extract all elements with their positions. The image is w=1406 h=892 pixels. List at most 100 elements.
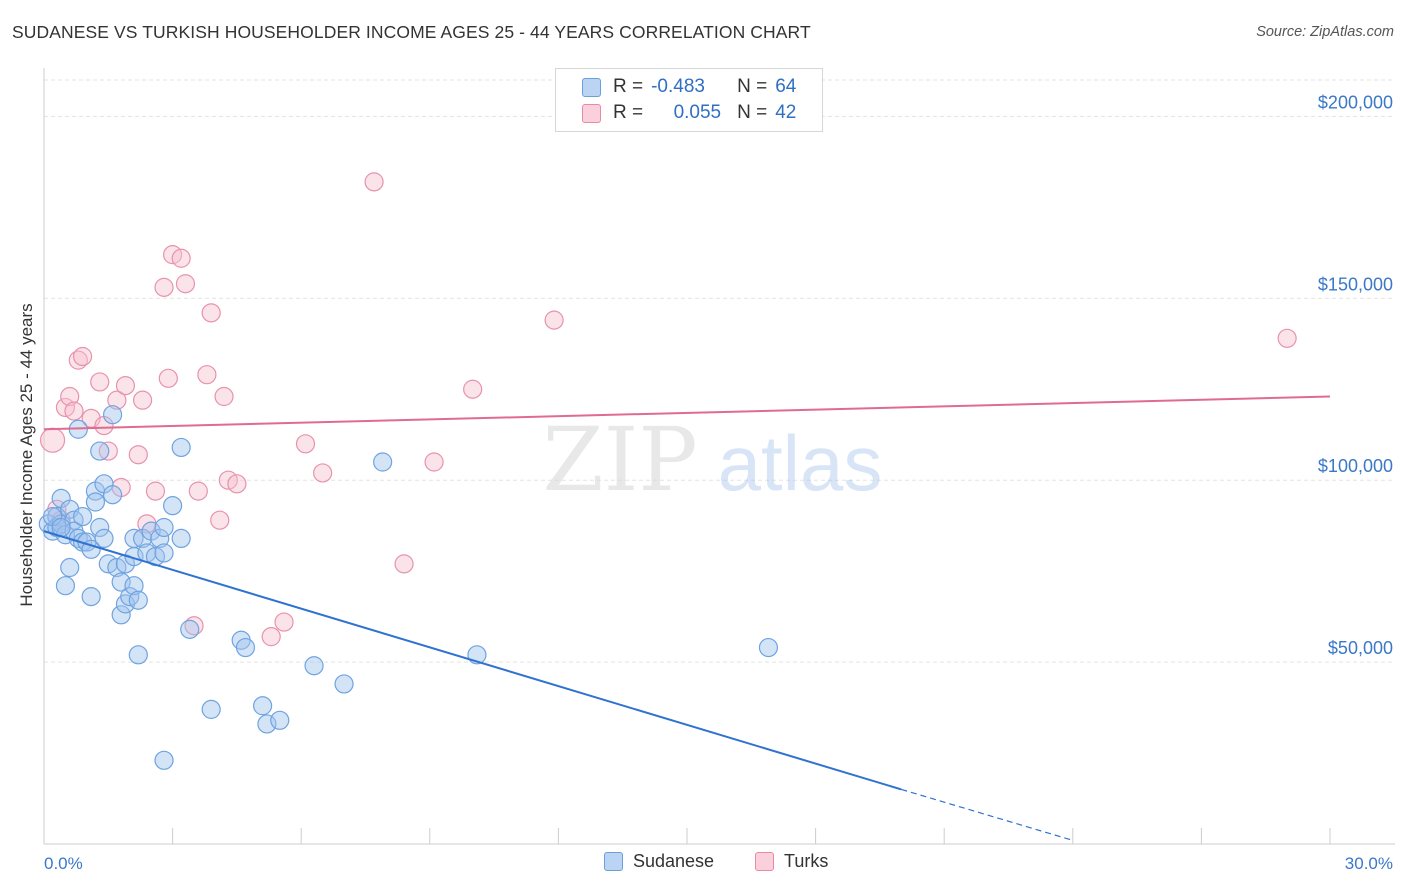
- legend-n-label: N =: [737, 76, 768, 97]
- bottom-label-turks: Turks: [784, 851, 829, 871]
- chart-title: SUDANESE VS TURKISH HOUSEHOLDER INCOME A…: [12, 22, 811, 42]
- sudanese-point: [758, 637, 779, 658]
- y-tick-label: $50,000: [1328, 638, 1393, 658]
- legend-n-label: N =: [737, 102, 768, 123]
- turks-point: [214, 386, 234, 407]
- sudanese-point: [150, 528, 170, 549]
- legend-row-sudanese: R = -0.483 N = 64: [582, 74, 796, 100]
- sudanese-point: [235, 637, 256, 658]
- legend-n-value: 64: [775, 76, 797, 97]
- turks-point: [145, 481, 166, 501]
- turks-trend-line: [43, 395, 1331, 431]
- bottom-legend-turks: Turks: [755, 851, 828, 872]
- turks-point: [295, 434, 316, 454]
- sudanese-point: [94, 528, 114, 549]
- x-tick-label: 30.0%: [1345, 854, 1393, 873]
- turks-point: [1277, 328, 1297, 348]
- turks-point: [463, 379, 483, 399]
- sudanese-point: [171, 437, 191, 458]
- sudanese-points: [38, 405, 779, 770]
- turks-point: [544, 310, 564, 330]
- sudanese-point: [154, 517, 174, 538]
- sudanese-point: [90, 517, 110, 538]
- watermark-atlas: atlas: [718, 419, 883, 507]
- sudanese-trend-line: [43, 530, 902, 791]
- turks-point: [261, 627, 281, 647]
- sudanese-point: [373, 452, 393, 472]
- turks-point: [132, 390, 153, 410]
- sudanese-point: [60, 557, 80, 578]
- turks-point: [188, 481, 208, 501]
- turks-point: [128, 445, 148, 465]
- sudanese-point: [257, 714, 277, 734]
- turks-point: [274, 612, 294, 632]
- sudanese-point: [304, 656, 324, 676]
- turks-point: [64, 401, 84, 421]
- turks-point: [394, 554, 414, 574]
- sudanese-point: [102, 405, 123, 425]
- turks-point: [424, 452, 444, 472]
- turks-point: [115, 376, 136, 396]
- turks-point: [60, 386, 80, 407]
- legend-r-value: -0.483: [651, 76, 705, 97]
- y-tick-label: $100,000: [1318, 456, 1393, 476]
- turks-point: [201, 303, 221, 323]
- legend-swatch-turks: [582, 103, 601, 123]
- turks-point: [175, 274, 196, 294]
- legend-r-label: R =: [613, 76, 644, 97]
- y-tick-label: $200,000: [1318, 92, 1393, 112]
- turks-point: [154, 277, 174, 297]
- y-axis-label: Householder Income Ages 25 - 44 years: [17, 303, 36, 606]
- sudanese-point: [90, 441, 110, 461]
- sudanese-point: [124, 576, 144, 596]
- sudanese-point: [124, 546, 144, 567]
- turks-point: [107, 390, 127, 410]
- turks-point: [197, 365, 217, 385]
- turks-point: [364, 172, 384, 192]
- turks-point: [313, 463, 333, 483]
- sudanese-point: [171, 528, 191, 549]
- sudanese-point: [85, 492, 106, 512]
- sudanese-point: [81, 587, 101, 607]
- sudanese-point: [334, 674, 354, 694]
- x-tick-label: 0.0%: [44, 854, 83, 873]
- watermark-zip: ZIP: [542, 408, 697, 511]
- tick-labels: $50,000 $100,000 $150,000 $200,000 0.0% 30.0%: [44, 92, 1393, 873]
- legend-r-label: R =: [613, 102, 644, 123]
- turks-point: [210, 510, 230, 530]
- sudanese-point: [72, 506, 93, 527]
- turks-point: [39, 427, 66, 453]
- turks-point: [158, 368, 178, 388]
- sudanese-point: [270, 710, 290, 730]
- trend-lines: [43, 395, 1331, 841]
- sudanese-point: [128, 590, 148, 610]
- bottom-legend-sudanese: Sudanese: [604, 851, 714, 872]
- bottom-swatch-turks: [755, 852, 774, 871]
- sudanese-trend-extension: [901, 788, 1073, 841]
- turks-point: [72, 346, 93, 367]
- watermark: ZIP atlas: [542, 408, 882, 511]
- sudanese-point: [111, 605, 131, 625]
- chart-source: Source: ZipAtlas.com: [1256, 24, 1394, 40]
- bottom-swatch-sudanese: [604, 852, 623, 871]
- grid-lines: [44, 79, 1395, 663]
- axes: [43, 68, 1395, 845]
- turks-point: [227, 474, 247, 494]
- sudanese-point: [253, 696, 273, 716]
- sudanese-point: [55, 576, 76, 596]
- turks-point: [90, 372, 110, 392]
- sudanese-point: [102, 485, 123, 505]
- bottom-label-sudanese: Sudanese: [633, 851, 715, 871]
- stats-legend: R = -0.483 N = 64 R = 0.055 N = 42: [555, 68, 823, 132]
- y-tick-label: $150,000: [1318, 274, 1393, 294]
- sudanese-point: [201, 699, 221, 719]
- sudanese-point: [154, 543, 174, 563]
- sudanese-point: [128, 645, 148, 665]
- sudanese-point: [180, 619, 200, 639]
- sudanese-point: [163, 496, 183, 516]
- legend-r-value: 0.055: [673, 102, 722, 123]
- sudanese-point: [111, 572, 131, 592]
- legend-row-turks: R = 0.055 N = 42: [582, 100, 796, 126]
- legend-n-value: 42: [775, 102, 797, 123]
